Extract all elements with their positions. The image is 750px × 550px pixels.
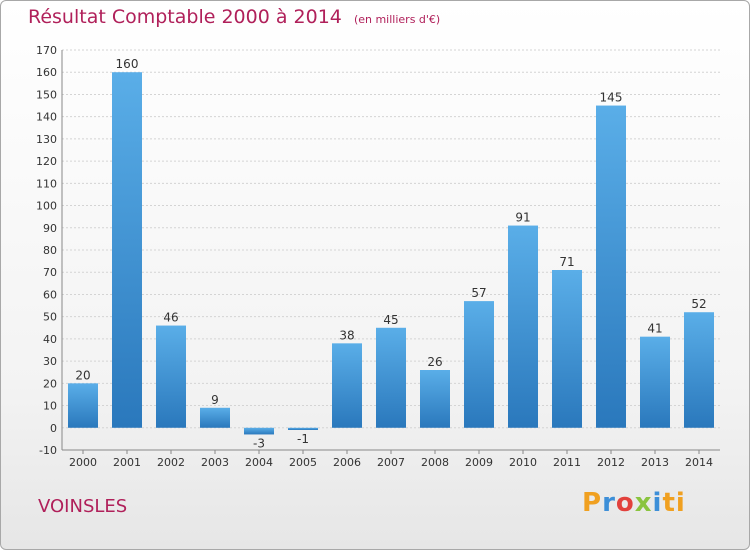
data-label-2001: 160 bbox=[116, 57, 139, 71]
bar-2001 bbox=[112, 72, 142, 428]
bar-2002 bbox=[156, 325, 186, 428]
y-tick-label: 80 bbox=[43, 244, 57, 257]
bar-2013 bbox=[640, 336, 670, 428]
y-tick-label: 120 bbox=[36, 155, 57, 168]
bar-2004 bbox=[244, 427, 274, 435]
x-tick-label-2010: 2010 bbox=[509, 456, 537, 469]
x-tick-label-2005: 2005 bbox=[289, 456, 317, 469]
y-tick-label: 170 bbox=[36, 44, 57, 57]
chart-title: Résultat Comptable 2000 à 2014 (en milli… bbox=[28, 6, 440, 28]
y-tick-label: 60 bbox=[43, 288, 57, 301]
data-label-2006: 38 bbox=[339, 328, 354, 342]
y-tick-label: 10 bbox=[43, 400, 57, 413]
y-tick-label: 0 bbox=[50, 422, 57, 435]
data-label-2014: 52 bbox=[691, 297, 706, 311]
y-tick-label: 40 bbox=[43, 333, 57, 346]
x-tick-label-2002: 2002 bbox=[157, 456, 185, 469]
x-tick-label-2003: 2003 bbox=[201, 456, 229, 469]
data-label-2002: 46 bbox=[163, 311, 178, 325]
x-axis: 2000 2001 2002 2003 2004 2005 2006 2007 2008 2009… bbox=[69, 450, 713, 469]
bars: 20 160 46 9 -3 -1 38 45 26 57 91 71 145 41 52 bbox=[68, 57, 714, 450]
x-tick-label-2007: 2007 bbox=[377, 456, 405, 469]
bar-2005 bbox=[288, 427, 318, 430]
bar-2000 bbox=[68, 383, 98, 428]
data-label-2012: 145 bbox=[600, 91, 623, 105]
y-tick-label: 130 bbox=[36, 133, 57, 146]
proxiti-logo: Proxiti bbox=[582, 488, 686, 518]
y-tick-label: 160 bbox=[36, 66, 57, 79]
chart-title-text: Résultat Comptable 2000 à 2014 bbox=[28, 6, 342, 28]
y-tick-label: 70 bbox=[43, 266, 57, 279]
data-label-2003: 9 bbox=[211, 393, 219, 407]
x-tick-label-2000: 2000 bbox=[69, 456, 97, 469]
x-tick-label-2009: 2009 bbox=[465, 456, 493, 469]
y-tick-label: 150 bbox=[36, 88, 57, 101]
x-tick-label-2014: 2014 bbox=[685, 456, 713, 469]
x-tick-label-2001: 2001 bbox=[113, 456, 141, 469]
bar-2010 bbox=[508, 225, 538, 428]
bar-2008 bbox=[420, 370, 450, 428]
x-tick-label-2011: 2011 bbox=[553, 456, 581, 469]
bar-2003 bbox=[200, 407, 230, 428]
bar-2012 bbox=[596, 105, 626, 428]
x-tick-label-2012: 2012 bbox=[597, 456, 625, 469]
y-tick-label: 20 bbox=[43, 377, 57, 390]
y-tick-label: 140 bbox=[36, 111, 57, 124]
bar-2007 bbox=[376, 327, 406, 428]
x-tick-label-2006: 2006 bbox=[333, 456, 361, 469]
y-tick-label: 110 bbox=[36, 177, 57, 190]
y-tick-label: 90 bbox=[43, 222, 57, 235]
data-label-2000: 20 bbox=[75, 368, 90, 382]
data-label-2009: 57 bbox=[471, 286, 486, 300]
data-label-2005: -1 bbox=[297, 432, 309, 446]
chart-subtitle: (en milliers d'€) bbox=[353, 13, 441, 26]
data-label-2010: 91 bbox=[515, 211, 530, 225]
y-tick-label: 30 bbox=[43, 355, 57, 368]
y-tick-label: -10 bbox=[39, 444, 57, 457]
y-axis: 1701601501401301201101009080706050403020… bbox=[36, 44, 720, 457]
y-tick-label: 100 bbox=[36, 200, 57, 213]
bar-2006 bbox=[332, 343, 362, 428]
bar-2014 bbox=[684, 312, 714, 428]
data-label-2011: 71 bbox=[559, 255, 574, 269]
commune-name: VOINSLES bbox=[38, 496, 128, 517]
data-label-2013: 41 bbox=[647, 322, 662, 336]
bar-2009 bbox=[464, 301, 494, 428]
x-tick-label-2008: 2008 bbox=[421, 456, 449, 469]
data-label-2007: 45 bbox=[383, 313, 398, 327]
x-tick-label-2013: 2013 bbox=[641, 456, 669, 469]
bar-2011 bbox=[552, 270, 582, 428]
x-tick-label-2004: 2004 bbox=[245, 456, 273, 469]
y-tick-label: 50 bbox=[43, 311, 57, 324]
data-label-2004: -3 bbox=[253, 436, 265, 450]
data-label-2008: 26 bbox=[427, 355, 442, 369]
